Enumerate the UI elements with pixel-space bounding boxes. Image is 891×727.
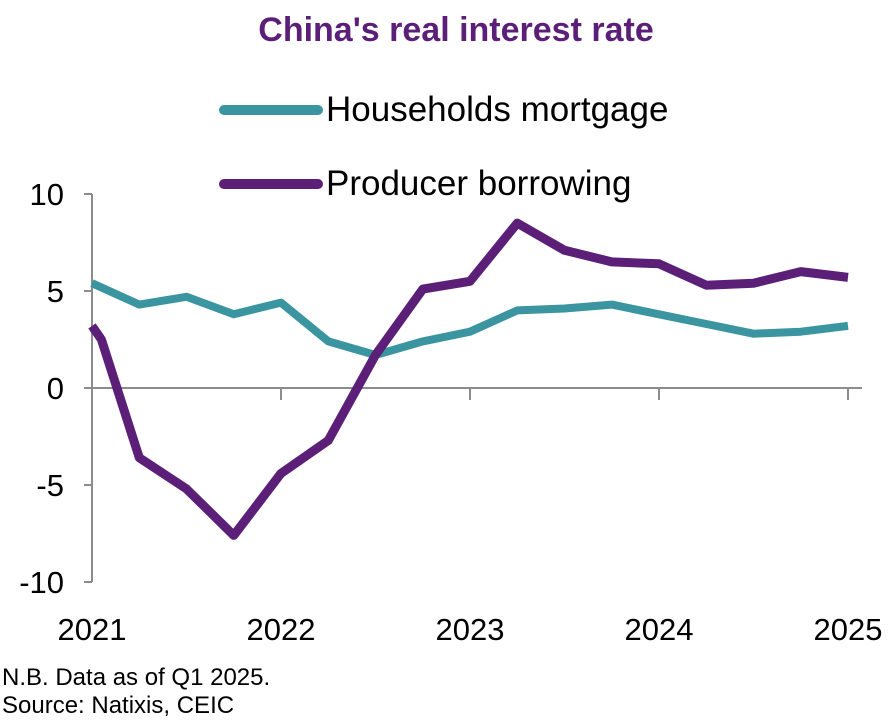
series-line-households-mortgage	[90, 279, 849, 359]
series-line-producer-borrowing	[88, 218, 849, 540]
y-tick-label: 0	[47, 371, 64, 406]
x-tick-label: 2023	[436, 612, 505, 647]
x-tick-label: 2022	[247, 612, 316, 647]
axes: 10 5 0 -5 -10 2021 2022 2023 2024 2025	[19, 177, 882, 647]
legend-label-households-mortgage: Households mortgage	[326, 90, 668, 129]
x-tick-label: 2021	[58, 612, 127, 647]
legend-label-producer-borrowing: Producer borrowing	[326, 164, 631, 203]
series-layer	[88, 218, 849, 540]
y-tick-label: -10	[19, 565, 64, 600]
y-tick-label: 5	[47, 274, 64, 309]
x-tick-label: 2025	[814, 612, 883, 647]
y-tick-label: 10	[30, 177, 64, 212]
footnote-source: Source: Natixis, CEIC	[2, 692, 235, 719]
chart-title: China's real interest rate	[258, 11, 653, 49]
x-tick-label: 2024	[625, 612, 694, 647]
footnote-data-note: N.B. Data as of Q1 2025.	[2, 664, 271, 691]
y-tick-label: -5	[36, 468, 64, 503]
legend: Households mortgage Producer borrowing	[219, 90, 668, 203]
